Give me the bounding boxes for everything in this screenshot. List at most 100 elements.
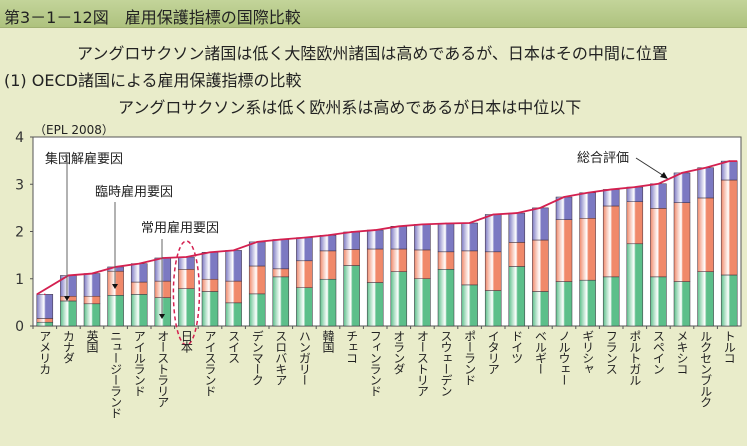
bar-segment-temporary [225, 280, 242, 304]
total-point [91, 272, 93, 275]
total-point [327, 234, 329, 237]
bar-segment-temporary [272, 268, 290, 278]
bar-segment-regular [248, 293, 266, 327]
total-point [374, 229, 377, 231]
total-point [468, 222, 471, 224]
annotation-collective: 集団解雇要因 [45, 151, 123, 167]
bar-segment-regular [461, 284, 478, 327]
bar-segment-regular [414, 278, 431, 327]
total-point [492, 213, 495, 216]
x-tick-label: ルクセンブルク [698, 330, 713, 407]
figure-title: 第3－1－12図 雇用保護指標の国際比較 [4, 8, 301, 27]
bar-segment-regular [508, 266, 526, 327]
bar-segment-collective [366, 229, 384, 250]
y-tick-label: 0 [15, 319, 24, 335]
japan-highlight-ellipse [172, 240, 201, 346]
bar-segment-collective [201, 252, 219, 280]
bar-segment-regular [555, 281, 573, 327]
plot-area [32, 136, 742, 327]
bar-segment-temporary [461, 250, 478, 286]
bar-segment-temporary [296, 260, 313, 288]
bar-segment-regular [201, 291, 219, 327]
total-point [421, 223, 424, 226]
bar-segment-temporary [720, 179, 738, 276]
bar-segment-regular [296, 287, 313, 327]
total-point [350, 231, 353, 233]
x-tick-label: フィンランド [368, 330, 383, 396]
arrow-down-icon [159, 314, 165, 319]
arrow-icon [660, 172, 668, 179]
x-tick-label: ドイツ [509, 330, 524, 363]
bar-segment-regular [579, 279, 596, 327]
annotation-leader [635, 157, 665, 177]
bar-segment-regular [697, 271, 714, 327]
bar-segment-collective [697, 167, 714, 199]
bar-segment-temporary [107, 270, 124, 296]
bar-segment-temporary [366, 248, 384, 283]
bar-segment-collective [83, 273, 101, 297]
arrow-down-icon [64, 296, 70, 301]
x-tick-label: スウェーデン [439, 330, 453, 396]
bar-segment-collective [437, 223, 455, 253]
bar-segment-collective [272, 239, 290, 270]
bar-segment-collective [154, 257, 172, 282]
x-tick-label: チェコ [344, 330, 359, 363]
bar-segment-temporary [343, 249, 360, 266]
y-tick-label: 4 [15, 130, 24, 146]
bar-segment-regular [319, 278, 337, 327]
y-tick-label: 1 [15, 272, 24, 288]
annotation-regular: 常用雇用要因 [141, 220, 219, 236]
bar-segment-regular [720, 274, 738, 327]
bar-segment-regular [673, 281, 691, 327]
total-point [445, 222, 447, 225]
x-tick-label: オーストリア [415, 330, 430, 396]
total-point [303, 236, 306, 239]
bar-segment-collective [178, 256, 195, 270]
arrow-down-icon [112, 284, 118, 289]
bar-segment-collective [602, 189, 620, 207]
bar-segment-temporary [414, 249, 431, 280]
total-point [280, 238, 282, 241]
total-point [67, 274, 70, 277]
bar-segment-regular [272, 276, 290, 327]
total-point [610, 188, 612, 191]
bar-segment-temporary [673, 202, 691, 282]
bar-segment-collective [461, 222, 478, 252]
bar-segment-regular [484, 290, 502, 327]
bar-segment-regular [83, 303, 101, 327]
bar-segment-temporary [437, 251, 455, 270]
x-tick-label: アメリカ [37, 330, 52, 374]
section-title: (1) OECD諸国による雇用保護指標の比較 [4, 71, 302, 90]
bar-segment-temporary [484, 251, 502, 291]
y-axis-label: （EPL 2008） [34, 123, 114, 137]
bar-segment-collective [390, 226, 408, 250]
bar-segment-regular [602, 276, 620, 327]
total-point [516, 212, 518, 214]
total-point [232, 249, 235, 252]
x-tick-label: スロバキア [273, 330, 288, 385]
bar-segment-temporary [697, 197, 714, 272]
bar-segment-collective [414, 224, 431, 251]
x-tick-label: トルコ [722, 330, 737, 363]
x-tick-label: アイスランド [203, 330, 217, 396]
annotation-temporary: 臨時雇用要因 [95, 184, 173, 200]
x-tick-label: オーストラリア [155, 330, 170, 407]
bar-segment-regular [154, 297, 172, 327]
bar-segment-regular [225, 302, 242, 327]
x-tick-label: アイルランド [132, 330, 147, 396]
total-point [728, 160, 730, 162]
bar-segment-temporary [532, 239, 549, 292]
x-tick-label: デンマーク [250, 330, 265, 385]
bar-segment-regular [366, 282, 384, 327]
x-tick-label: ポルトガル [627, 330, 642, 385]
bar-segment-regular [532, 291, 549, 327]
x-tick-label: ニュージーランド [108, 330, 123, 418]
bar-segment-collective [296, 237, 313, 262]
bar-segment-collective [130, 263, 148, 283]
total-point [138, 262, 140, 265]
total-point [657, 182, 660, 185]
bar-segment-temporary [508, 242, 526, 267]
total-point [398, 225, 400, 228]
x-tick-label: ベルギー [533, 330, 548, 374]
